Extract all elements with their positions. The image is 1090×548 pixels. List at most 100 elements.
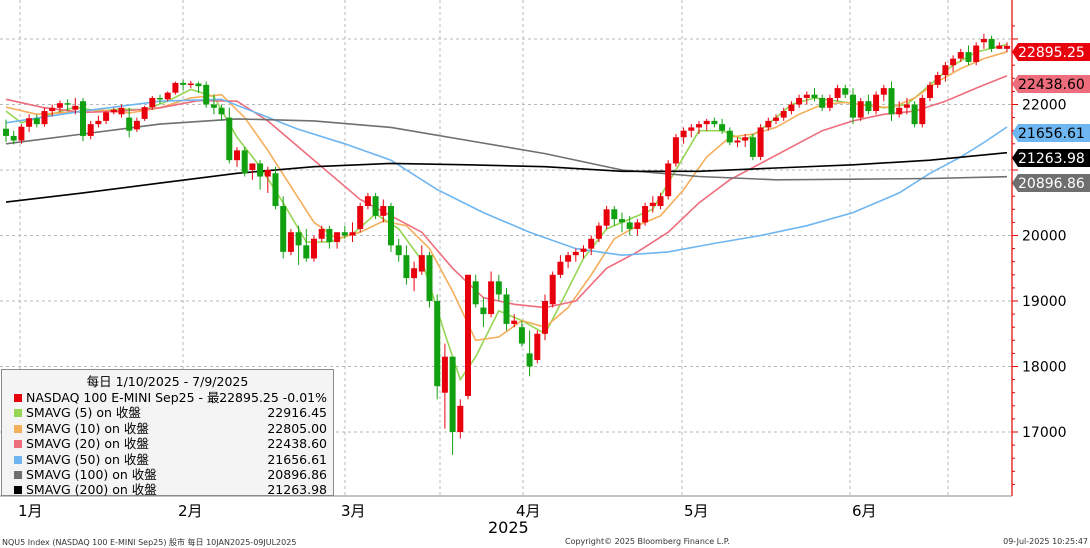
- legend-value: 22895.25 -0.01%: [219, 390, 327, 405]
- candle-body: [465, 274, 471, 396]
- legend-value: 22916.45: [267, 405, 327, 421]
- candle-body: [572, 251, 579, 256]
- badge-shape: [1012, 43, 1090, 61]
- candle-body: [226, 117, 233, 161]
- candle-body: [765, 120, 772, 128]
- candle-body: [696, 124, 702, 128]
- candle-body: [549, 274, 556, 305]
- axes: 17000 18000 19000 20000 22000 1月 2月 3月 4月 5月 6月 202…: [0, 0, 1067, 537]
- ma-line-3: [5, 75, 1008, 309]
- badge-0: 22895.25: [1012, 43, 1090, 61]
- candle-body: [749, 137, 756, 157]
- candle-body: [10, 135, 17, 141]
- y-tick-label: 18000: [1022, 360, 1067, 376]
- candle-body: [850, 94, 856, 118]
- chart-legend: 每日 1/10/2025 - 7/9/2025 NASDAQ 100 E-MIN…: [1, 369, 334, 498]
- candle-body: [364, 196, 371, 207]
- ma-line-5: [5, 118, 1008, 181]
- legend-row: SMAVG (5) on 收盤 22916.45: [2, 405, 333, 420]
- candle-body: [87, 124, 94, 136]
- legend-value: 22805.00: [267, 420, 327, 436]
- candle-body: [557, 261, 564, 275]
- candle-body: [18, 126, 25, 141]
- candle-body: [980, 39, 987, 43]
- candle-body: [919, 97, 926, 125]
- legend-row: SMAVG (20) on 收盤 22438.60: [2, 436, 333, 451]
- candle-body: [80, 101, 86, 136]
- candle-body: [110, 109, 117, 113]
- candle-body: [418, 255, 425, 272]
- year-label: 2025: [488, 518, 529, 537]
- x-tick-label: 4月: [516, 502, 541, 520]
- candle-body: [857, 101, 864, 118]
- candle-body: [264, 170, 271, 177]
- candle-body: [903, 104, 910, 108]
- candle-body: [742, 137, 749, 141]
- candlesticks: [3, 33, 1010, 455]
- legend-label: SMAVG (200) on 收盤: [26, 482, 157, 498]
- candle-body: [726, 130, 733, 143]
- candle-body: [434, 301, 441, 387]
- candle-body: [865, 101, 872, 112]
- candle-body: [665, 163, 672, 197]
- candle-body: [680, 130, 687, 138]
- footer-copyright: Copyright© 2025 Bloomberg Finance L.P.: [565, 537, 730, 546]
- legend-swatch: [14, 470, 22, 479]
- candle-body: [534, 333, 541, 360]
- candle-body: [973, 45, 980, 62]
- candle-body: [64, 103, 71, 105]
- candle-body: [719, 124, 726, 131]
- legend-swatch: [14, 486, 22, 495]
- candle-body: [133, 120, 140, 130]
- candle-body: [488, 281, 495, 315]
- candle-body: [49, 107, 56, 112]
- candle-body: [280, 206, 287, 252]
- legend-label: SMAVG (50) on 收盤: [26, 451, 149, 467]
- candle-body: [788, 104, 795, 112]
- ma-line-6: [5, 151, 1008, 203]
- candle-body: [56, 103, 63, 108]
- candle-body: [927, 84, 933, 98]
- candle-body: [457, 405, 464, 432]
- candle-body: [357, 206, 364, 229]
- legend-row: NASDAQ 100 E-MINI Sep25 - 最... 22895.25 -…: [2, 390, 333, 405]
- badge-value: 21656.61: [1018, 126, 1085, 142]
- legend-value: 22438.60: [267, 436, 327, 452]
- candle-body: [210, 104, 217, 108]
- candle-body: [834, 88, 841, 98]
- legend-row: SMAVG (100) on 收盤 20896.86: [2, 467, 333, 482]
- candle-body: [26, 118, 33, 127]
- candle-body: [503, 294, 510, 324]
- candle-body: [180, 82, 187, 85]
- candle-body: [426, 255, 433, 301]
- candle-body: [634, 222, 641, 229]
- candle-body: [480, 307, 487, 315]
- candle-body: [234, 150, 240, 161]
- badge-value: 22438.60: [1018, 77, 1085, 93]
- ma-line-4: [5, 98, 1008, 257]
- candle-body: [257, 163, 264, 177]
- candle-body: [511, 320, 518, 324]
- x-tick-label: 2月: [178, 502, 203, 520]
- candle-body: [526, 353, 533, 367]
- badge-value: 21263.98: [1018, 151, 1085, 167]
- candle-body: [842, 88, 849, 95]
- badge-4: 21656.61: [1012, 124, 1090, 142]
- candle-body: [326, 228, 333, 243]
- candle-body: [218, 107, 225, 115]
- candle-body: [642, 206, 649, 223]
- legend-swatch: [14, 409, 22, 418]
- candle-body: [826, 97, 833, 108]
- candle-body: [803, 94, 810, 98]
- candle-body: [996, 45, 1003, 49]
- legend-swatch: [14, 394, 22, 402]
- candle-body: [195, 83, 202, 87]
- candle-body: [441, 356, 448, 393]
- moving-average-lines: [5, 43, 1008, 382]
- candle-body: [318, 228, 325, 239]
- candle-body: [411, 268, 418, 279]
- badge-3: 22438.60: [1012, 75, 1090, 93]
- candle-body: [626, 222, 633, 229]
- candle-body: [611, 209, 618, 220]
- candle-body: [896, 107, 903, 115]
